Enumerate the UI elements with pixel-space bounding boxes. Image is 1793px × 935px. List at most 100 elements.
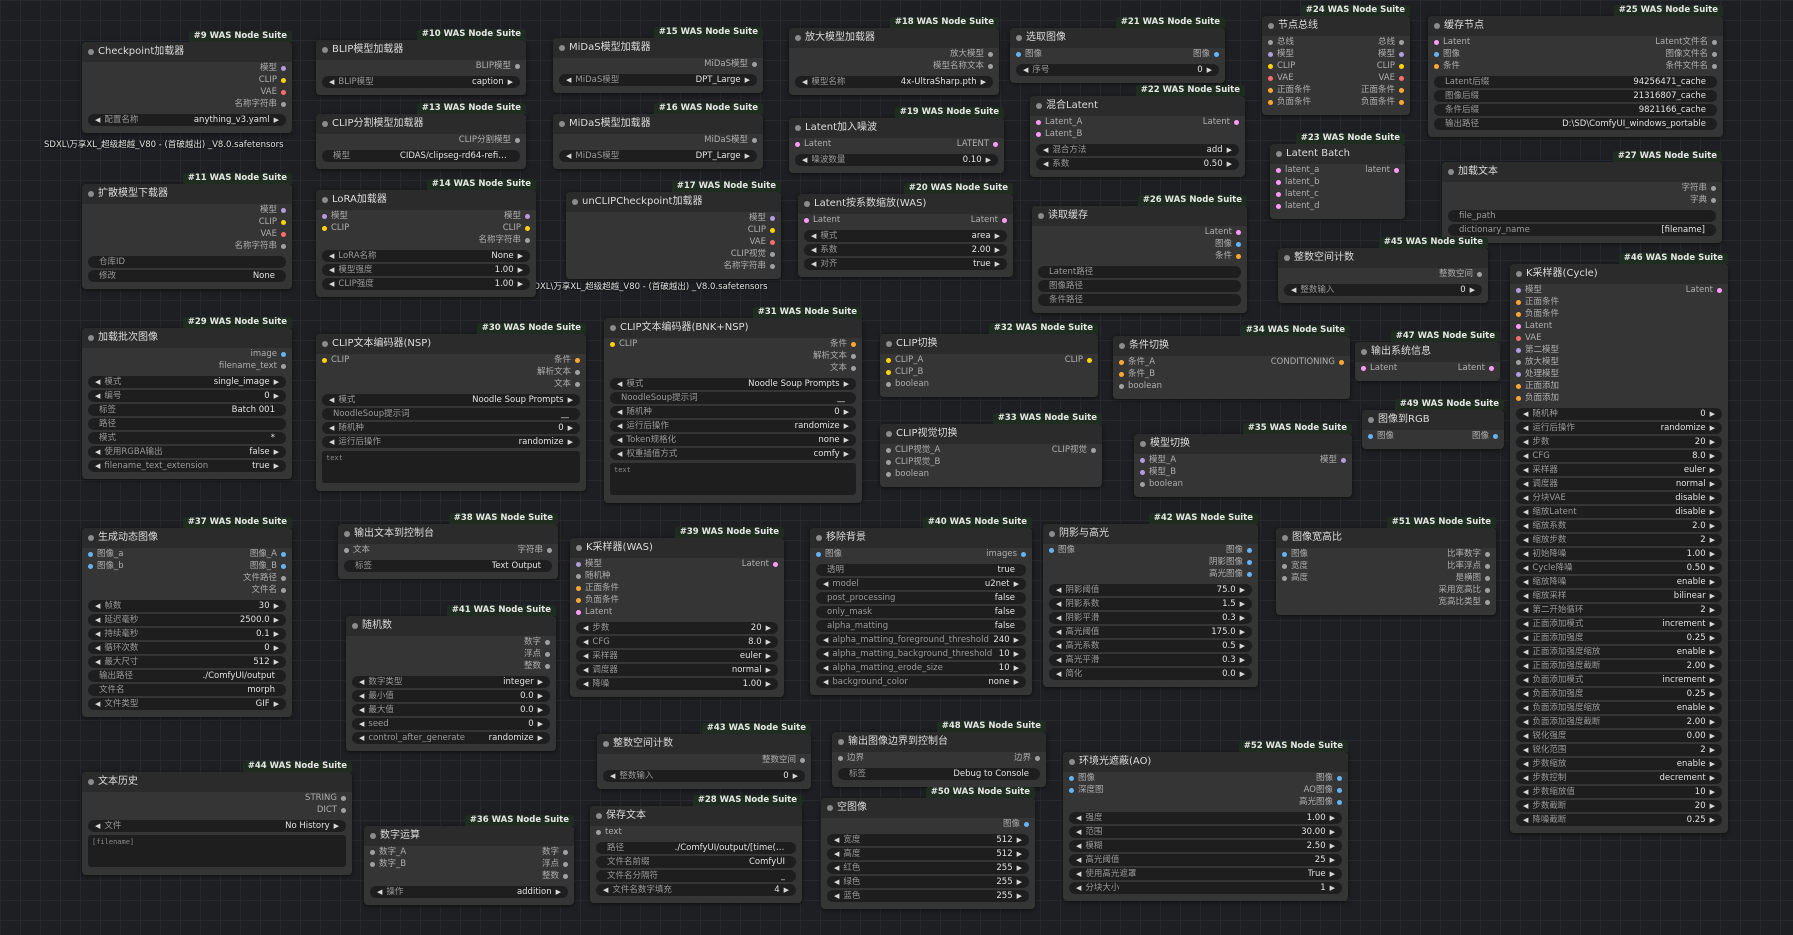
slot-dot-icon[interactable]	[1268, 99, 1273, 105]
widget-combo[interactable]: ◀ 整数输入 0 ▶	[603, 770, 805, 782]
slot-dot-icon[interactable]	[1399, 99, 1404, 105]
widget-combo[interactable]: ◀ 随机种 0 ▶	[610, 406, 856, 418]
arrow-right-icon[interactable]: ▶	[765, 652, 771, 660]
arrow-left-icon[interactable]: ◀	[377, 888, 383, 896]
slot-dot-icon[interactable]	[1036, 131, 1041, 137]
text-area[interactable]: text	[610, 463, 856, 495]
output-slot[interactable]: CLIP	[1377, 60, 1404, 72]
widget-combo[interactable]: ◀ filename_text_extension true ▶	[88, 460, 286, 472]
widget-combo[interactable]: ◀ 范围 30.00 ▶	[1069, 826, 1342, 838]
output-slot[interactable]: Latent	[971, 214, 1007, 226]
widget-combo[interactable]: ◀ alpha_matting_background_threshold 10 ▶	[816, 648, 1026, 660]
slot-dot-icon[interactable]	[1516, 383, 1521, 389]
slot-dot-icon[interactable]	[525, 237, 530, 243]
output-slot[interactable]: Latent	[1458, 362, 1494, 374]
arrow-right-icon[interactable]: ▶	[273, 602, 279, 610]
arrow-left-icon[interactable]: ◀	[583, 624, 589, 632]
slot-dot-icon[interactable]	[545, 639, 550, 645]
text-area[interactable]: text	[322, 451, 580, 483]
arrow-left-icon[interactable]: ◀	[95, 630, 101, 638]
slot-dot-icon[interactable]	[576, 573, 581, 579]
slot-dot-icon[interactable]	[1035, 755, 1040, 761]
arrow-left-icon[interactable]: ◀	[95, 392, 101, 400]
node-title[interactable]: 空图像	[821, 798, 1035, 818]
arrow-left-icon[interactable]: ◀	[359, 692, 365, 700]
arrow-right-icon[interactable]: ▶	[1013, 650, 1019, 658]
widget-combo[interactable]: ◀ 对齐 true ▶	[804, 258, 1007, 270]
arrow-left-icon[interactable]: ◀	[617, 380, 623, 388]
slot-dot-icon[interactable]	[563, 861, 568, 867]
widget-combo[interactable]: ◀ 正面添加强度 0.25 ▶	[1516, 632, 1722, 644]
output-slot[interactable]: 高光图像	[1209, 568, 1252, 580]
slot-dot-icon[interactable]	[1434, 39, 1439, 45]
node-title[interactable]: 输出系统信息	[1355, 342, 1500, 362]
node-title[interactable]: 节点总线	[1262, 16, 1410, 36]
arrow-left-icon[interactable]: ◀	[329, 266, 335, 274]
node-title[interactable]: CLIP视觉切换	[880, 424, 1102, 444]
widget-combo[interactable]: ◀ 调度器 normal ▶	[1516, 478, 1722, 490]
widget-combo[interactable]: ◀ 正面添加强度缩放 enable ▶	[1516, 646, 1722, 658]
arrow-right-icon[interactable]: ▶	[507, 78, 513, 86]
slot-dot-icon[interactable]	[1361, 365, 1366, 371]
widget-field[interactable]: file_path	[1448, 210, 1716, 222]
output-slot[interactable]: LATENT	[957, 138, 998, 150]
slot-dot-icon[interactable]	[1337, 799, 1342, 805]
input-slot[interactable]: Latent	[576, 606, 619, 618]
slot-dot-icon[interactable]	[281, 207, 286, 213]
node-n21[interactable]: #21 WAS Node Suite 选取图像 图像 图像 ◀ 序号 0 ▶	[1010, 17, 1225, 83]
arrow-left-icon[interactable]: ◀	[834, 836, 840, 844]
arrow-right-icon[interactable]: ▶	[1329, 814, 1335, 822]
arrow-right-icon[interactable]: ▶	[1709, 410, 1715, 418]
slot-dot-icon[interactable]	[1282, 575, 1287, 581]
slot-dot-icon[interactable]	[752, 137, 757, 143]
output-slot[interactable]: 图像	[1226, 544, 1252, 556]
node-n39[interactable]: #39 WAS Node Suite K采样器(WAS) 模型 随机种 正面条件 负面条件…	[570, 527, 784, 697]
arrow-right-icon[interactable]: ▶	[555, 888, 561, 896]
node-title[interactable]: 混合Latent	[1030, 96, 1245, 116]
arrow-right-icon[interactable]: ▶	[567, 438, 573, 446]
slot-dot-icon[interactable]	[838, 755, 843, 761]
arrow-left-icon[interactable]: ◀	[95, 822, 101, 830]
widget-combo[interactable]: ◀ 第二开始循环 2 ▶	[1516, 604, 1722, 616]
arrow-right-icon[interactable]: ▶	[1709, 746, 1715, 754]
widget-combo[interactable]: ◀ 文件类型 GIF ▶	[88, 698, 286, 710]
widget-combo[interactable]: ◀ LoRA名称 None ▶	[322, 250, 530, 262]
arrow-right-icon[interactable]: ▶	[1709, 438, 1715, 446]
arrow-right-icon[interactable]: ▶	[273, 462, 279, 470]
output-slot[interactable]: 文本	[830, 362, 856, 374]
arrow-left-icon[interactable]: ◀	[359, 706, 365, 714]
arrow-right-icon[interactable]: ▶	[1329, 842, 1335, 850]
output-slot[interactable]: CLIP	[259, 74, 286, 86]
input-slot[interactable]: 负面条件	[1516, 308, 1559, 320]
widget-combo[interactable]: ◀ 负面添加模式 increment ▶	[1516, 674, 1722, 686]
arrow-right-icon[interactable]: ▶	[1013, 580, 1019, 588]
node-n50[interactable]: #50 WAS Node Suite 空图像 图像 ◀ 宽度 512 ▶ ◀ 高度 512 ▶ ◀ 红色…	[821, 787, 1035, 909]
input-slot[interactable]: 图像	[1434, 48, 1470, 60]
widget-field[interactable]: 修改 None	[88, 270, 286, 282]
input-slot[interactable]: 处理模型	[1516, 368, 1559, 380]
arrow-right-icon[interactable]: ▶	[765, 680, 771, 688]
arrow-right-icon[interactable]: ▶	[1239, 628, 1245, 636]
arrow-left-icon[interactable]: ◀	[1523, 438, 1529, 446]
output-slot[interactable]: image	[251, 348, 286, 360]
arrow-left-icon[interactable]: ◀	[617, 450, 623, 458]
node-n18[interactable]: #18 WAS Node Suite 放大模型加载器 放大模型 模型名称文本 ◀ 模型名称…	[789, 17, 999, 95]
widget-combo[interactable]: ◀ 阴影阈值 75.0 ▶	[1049, 584, 1252, 596]
slot-dot-icon[interactable]	[773, 561, 778, 567]
node-title[interactable]: BLIP模型加载器	[316, 40, 526, 60]
widget-combo[interactable]: ◀ 模式 Noodle Soup Prompts ▶	[322, 394, 580, 406]
widget-field[interactable]: NoodleSoup提示词 __	[322, 408, 580, 420]
arrow-left-icon[interactable]: ◀	[1056, 628, 1062, 636]
widget-combo[interactable]: ◀ alpha_matting_erode_size 10 ▶	[816, 662, 1026, 674]
slot-dot-icon[interactable]	[341, 795, 346, 801]
widget-combo[interactable]: ◀ model u2net ▶	[816, 578, 1026, 590]
widget-combo[interactable]: ◀ 模糊 2.50 ▶	[1069, 840, 1342, 852]
arrow-left-icon[interactable]: ◀	[1043, 146, 1049, 154]
input-slot[interactable]: 数字_B	[370, 858, 406, 870]
widget-combo[interactable]: ◀ 降噪 1.00 ▶	[576, 678, 778, 690]
widget-combo[interactable]: ◀ 缩放系数 2.0 ▶	[1516, 520, 1722, 532]
slot-dot-icon[interactable]	[1016, 51, 1021, 57]
slot-dot-icon[interactable]	[993, 141, 998, 147]
widget-field[interactable]: 图像后缀 21316807_cache	[1434, 90, 1717, 102]
node-n43[interactable]: #43 WAS Node Suite 整数空间计数 整数空间 ◀ 整数输入 0 ▶	[597, 723, 811, 789]
